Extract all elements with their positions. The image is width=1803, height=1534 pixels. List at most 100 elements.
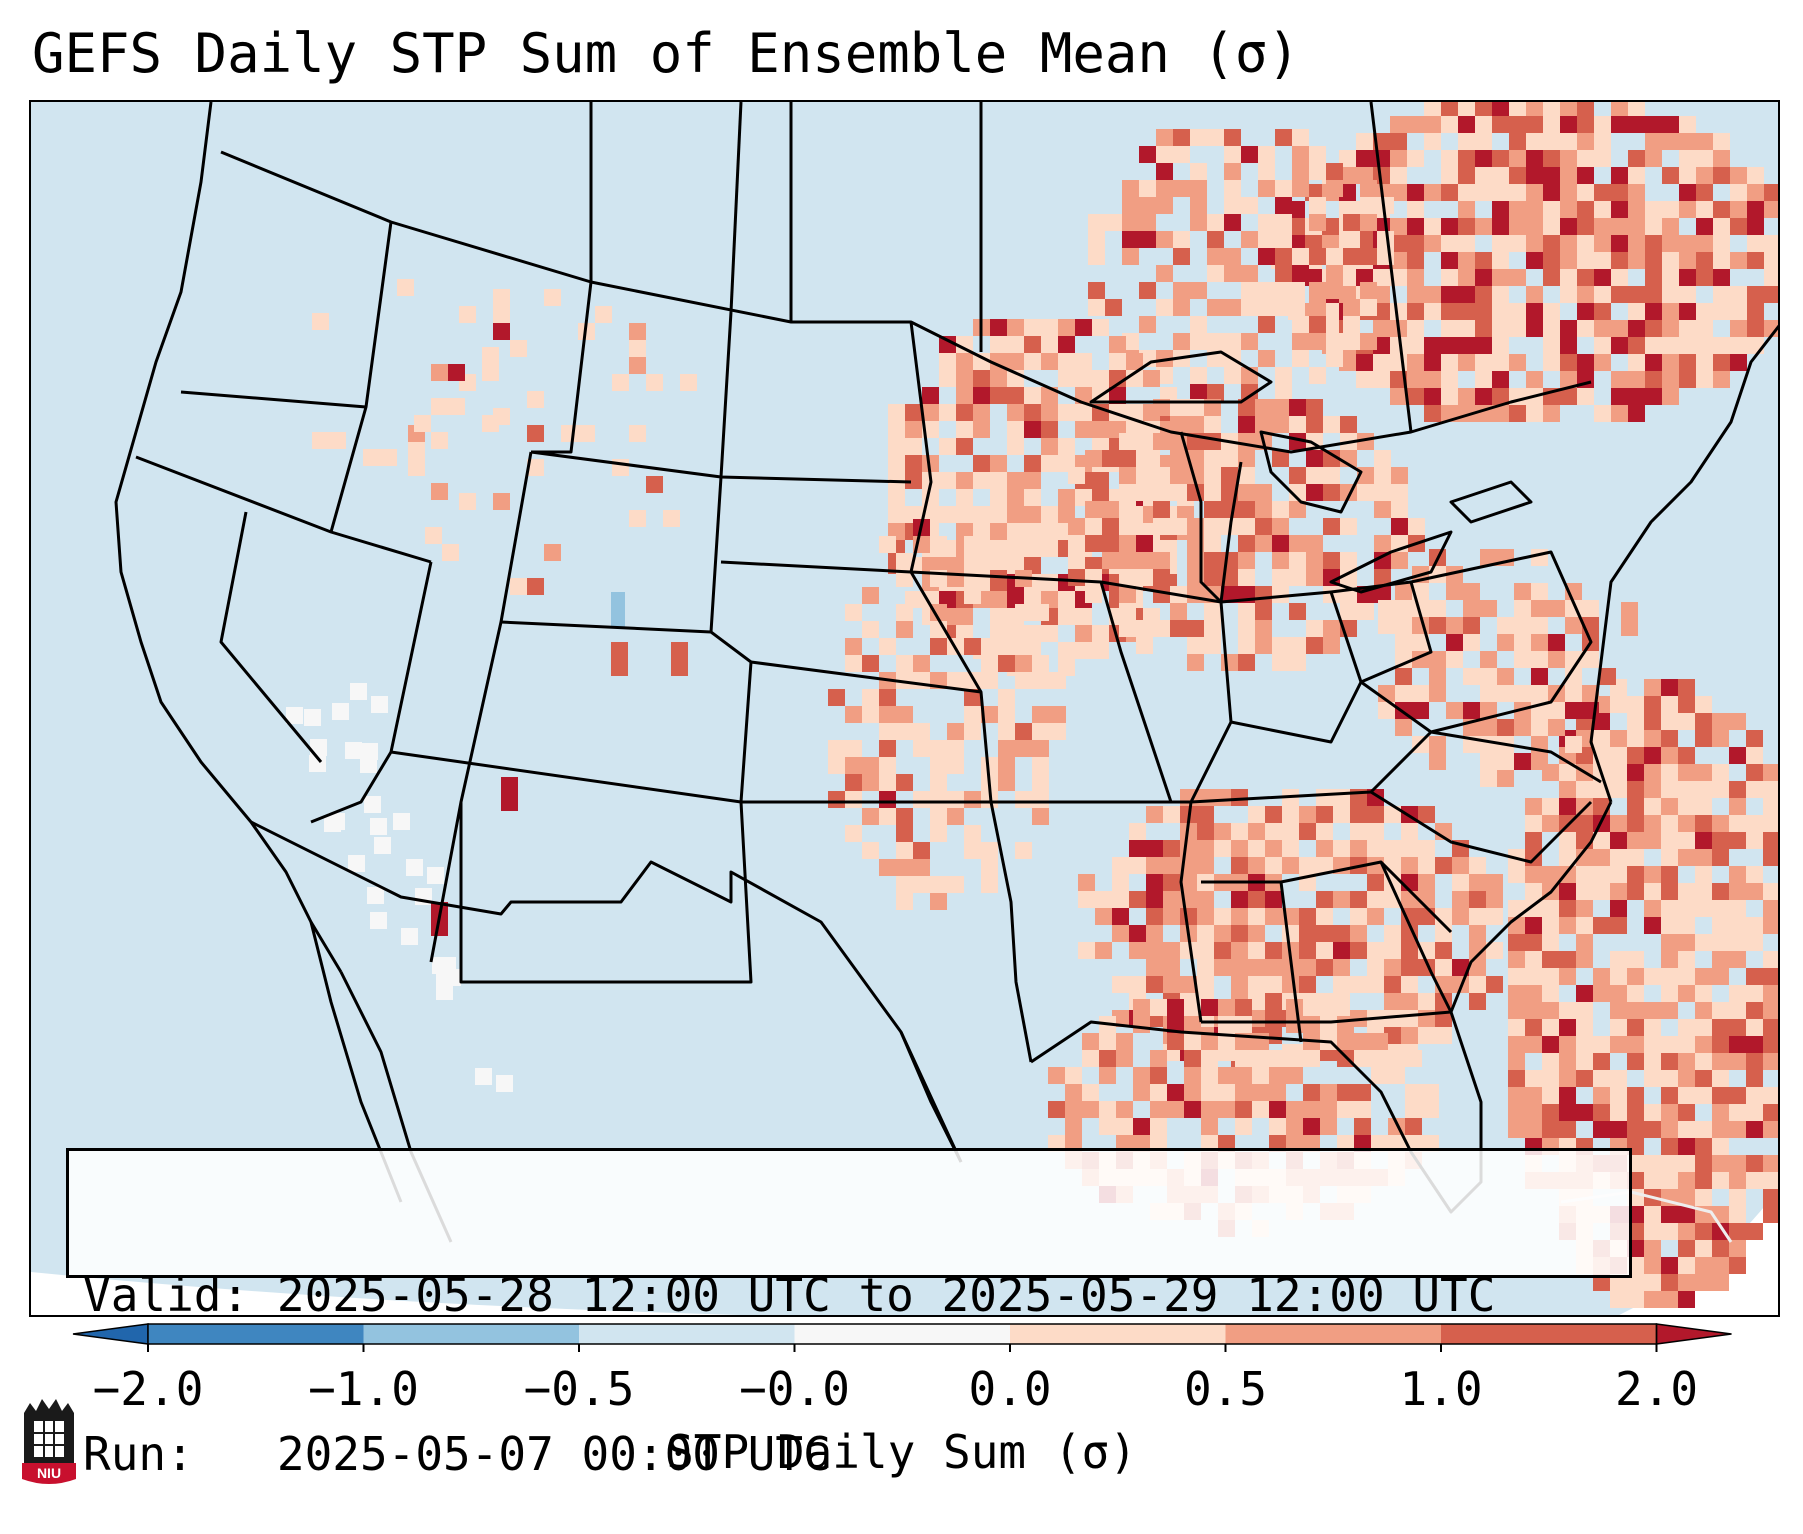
anomaly-cell	[1129, 891, 1146, 908]
anomaly-cell	[1337, 1135, 1354, 1152]
anomaly-cell	[1058, 642, 1075, 659]
anomaly-cell	[1576, 883, 1593, 900]
anomaly-cell	[1401, 891, 1418, 908]
anomaly-cell	[1350, 891, 1367, 908]
anomaly-cell	[1407, 337, 1424, 354]
anomaly-cell	[1543, 218, 1560, 235]
anomaly-cell	[1102, 450, 1119, 467]
anomaly-cell	[956, 336, 973, 353]
anomaly-cell	[1508, 968, 1525, 985]
anomaly-cell	[1508, 985, 1525, 1002]
anomaly-cell	[408, 459, 425, 476]
anomaly-cell	[1133, 1016, 1150, 1033]
anomaly-cell	[1509, 218, 1526, 235]
anomaly-cell	[1292, 350, 1309, 367]
anomaly-cell	[1577, 269, 1594, 286]
anomaly-cell	[1320, 1118, 1337, 1135]
anomaly-cell	[1542, 815, 1559, 832]
anomaly-cell	[1088, 248, 1105, 265]
anomaly-cell	[1323, 637, 1340, 654]
anomaly-cell	[1469, 942, 1486, 959]
anomaly-cell	[1407, 269, 1424, 286]
anomaly-cell	[1627, 1291, 1644, 1308]
anomaly-cell	[1610, 1121, 1627, 1138]
anomaly-cell	[1593, 968, 1610, 985]
anomaly-cell	[1024, 353, 1041, 370]
anomaly-cell	[1463, 634, 1480, 651]
anomaly-cell	[680, 374, 697, 391]
anomaly-cell	[1645, 150, 1662, 167]
anomaly-cell	[1712, 1240, 1729, 1257]
anomaly-cell	[1514, 685, 1531, 702]
anomaly-cell	[1525, 1019, 1542, 1036]
anomaly-cell	[1390, 150, 1407, 167]
anomaly-cell	[1712, 968, 1729, 985]
anomaly-cell	[1729, 1172, 1746, 1189]
anomaly-cell	[1446, 617, 1463, 634]
anomaly-cell	[888, 489, 905, 506]
anomaly-cell	[1153, 620, 1170, 637]
anomaly-cell	[1041, 353, 1058, 370]
anomaly-cell	[1435, 1027, 1452, 1044]
anomaly-cell	[990, 489, 1007, 506]
anomaly-cell	[964, 553, 981, 570]
anomaly-cell	[1049, 723, 1066, 740]
anomaly-cell	[1543, 184, 1560, 201]
anomaly-cell	[1007, 540, 1024, 557]
anomaly-cell	[1712, 832, 1729, 849]
anomaly-cell	[1469, 993, 1486, 1010]
anomaly-cell	[1661, 1138, 1678, 1155]
anomaly-cell	[1201, 999, 1218, 1016]
anomaly-cell	[1322, 303, 1339, 320]
anomaly-cell	[1679, 320, 1696, 337]
anomaly-cell	[1007, 336, 1024, 353]
anomaly-cell	[1492, 102, 1509, 116]
colorbar-segment	[363, 1324, 579, 1344]
anomaly-cell	[981, 638, 998, 655]
anomaly-cell	[1286, 1135, 1303, 1152]
anomaly-cell	[1627, 849, 1644, 866]
anomaly-cell	[1418, 874, 1435, 891]
anomaly-cell	[1187, 620, 1204, 637]
anomaly-cell	[1238, 637, 1255, 654]
anomaly-cell	[1422, 1101, 1439, 1118]
anomaly-cell	[1373, 371, 1390, 388]
anomaly-cell	[1184, 1067, 1201, 1084]
anomaly-cell	[1306, 416, 1323, 433]
anomaly-cell	[1712, 730, 1729, 747]
neutral-cell	[304, 709, 321, 726]
anomaly-cell	[1405, 1084, 1422, 1101]
anomaly-cell	[1492, 320, 1509, 337]
anomaly-cell	[1401, 1010, 1418, 1027]
anomaly-cell	[1337, 1016, 1354, 1033]
anomaly-cell	[1526, 102, 1543, 116]
anomaly-cell	[1248, 806, 1265, 823]
anomaly-cell	[1661, 1053, 1678, 1070]
anomaly-cell	[1299, 806, 1316, 823]
anomaly-cell	[1015, 791, 1032, 808]
anomaly-cell	[1548, 651, 1565, 668]
anomaly-cell	[1662, 371, 1679, 388]
anomaly-cell	[544, 289, 561, 306]
anomaly-cell	[1082, 1101, 1099, 1118]
anomaly-cell	[862, 842, 879, 859]
anomaly-cell	[1695, 1036, 1712, 1053]
anomaly-cell	[1119, 484, 1136, 501]
anomaly-cell	[1679, 133, 1696, 150]
anomaly-cell	[1678, 1070, 1695, 1087]
anomaly-cell	[1384, 976, 1401, 993]
anomaly-cell	[1475, 116, 1492, 133]
anomaly-cell	[1407, 252, 1424, 269]
anomaly-cell	[1109, 336, 1126, 353]
anomaly-cell	[1088, 214, 1105, 231]
anomaly-cell	[1662, 218, 1679, 235]
anomaly-cell	[973, 523, 990, 540]
anomaly-cell	[1712, 917, 1729, 934]
anomaly-cell	[1354, 1101, 1371, 1118]
colorbar-tick-label: −0.5	[523, 1362, 635, 1416]
anomaly-cell	[879, 740, 896, 757]
anomaly-cell	[845, 706, 862, 723]
anomaly-cell	[845, 825, 862, 842]
anomaly-cell	[1525, 1036, 1542, 1053]
anomaly-cell	[939, 557, 956, 574]
